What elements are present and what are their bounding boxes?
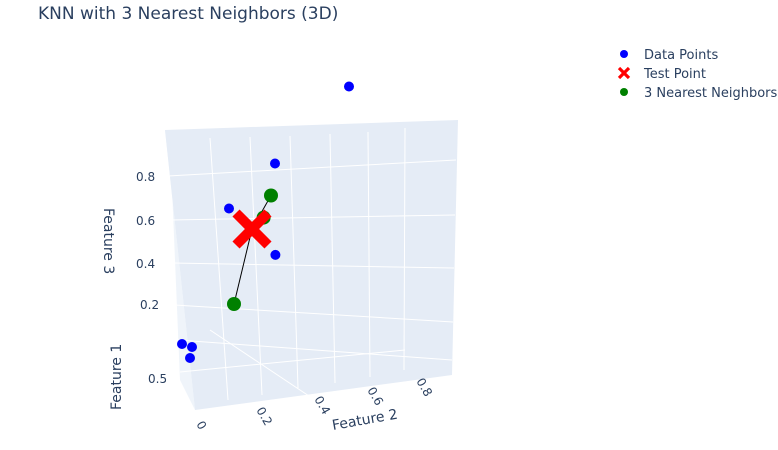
legend: Data Points Test Point 3 Nearest Neighbo… (617, 48, 778, 101)
z-tick-label: 0.4 (136, 257, 155, 271)
legend-item[interactable]: Data Points (620, 48, 718, 63)
x-tick-label: 0.5 (148, 372, 167, 386)
data-point[interactable] (187, 342, 197, 352)
legend-label: 3 Nearest Neighbors (644, 86, 778, 101)
legend-label: Data Points (644, 48, 718, 63)
neighbor-line (233, 228, 253, 305)
neighbor-point[interactable] (227, 297, 241, 311)
y-axis-title: Feature 2 (331, 407, 399, 434)
neighbor-point[interactable] (264, 188, 278, 203)
x-axis-ticks: 0.5 (148, 372, 167, 386)
z-tick-label: 0.2 (140, 298, 159, 312)
data-point[interactable] (177, 339, 187, 349)
z-tick-label: 0.6 (136, 214, 155, 228)
grid-floor (179, 329, 406, 411)
legend-marker-test-point (617, 66, 631, 80)
legend-label: Test Point (643, 67, 706, 82)
z-axis-ticks: 0.8 0.6 0.4 0.2 (136, 170, 159, 312)
grid-vertical (209, 127, 406, 401)
data-point[interactable] (185, 353, 195, 363)
legend-item[interactable]: 3 Nearest Neighbors (620, 86, 778, 101)
chart-title: KNN with 3 Nearest Neighbors (3D) (38, 4, 339, 24)
z-axis-title: Feature 3 (100, 208, 116, 274)
legend-marker-data-points (620, 50, 628, 58)
x-axis-title: Feature 1 (109, 344, 125, 410)
data-point[interactable] (270, 158, 280, 169)
y-tick-label: 0.6 (364, 385, 386, 409)
grid-horizontal (167, 159, 457, 361)
y-tick-label: 0.2 (253, 405, 275, 429)
chart-marks (177, 81, 354, 363)
data-point[interactable] (224, 203, 234, 214)
data-point[interactable] (344, 81, 354, 92)
test-point[interactable] (232, 209, 272, 249)
left-wall (165, 130, 195, 410)
legend-marker-neighbors (620, 88, 628, 96)
legend-item[interactable]: Test Point (617, 66, 706, 82)
z-tick-label: 0.8 (136, 170, 155, 184)
data-point[interactable] (270, 249, 281, 260)
y-tick-label: 0 (193, 419, 209, 433)
y-tick-label: 0.4 (311, 394, 333, 418)
